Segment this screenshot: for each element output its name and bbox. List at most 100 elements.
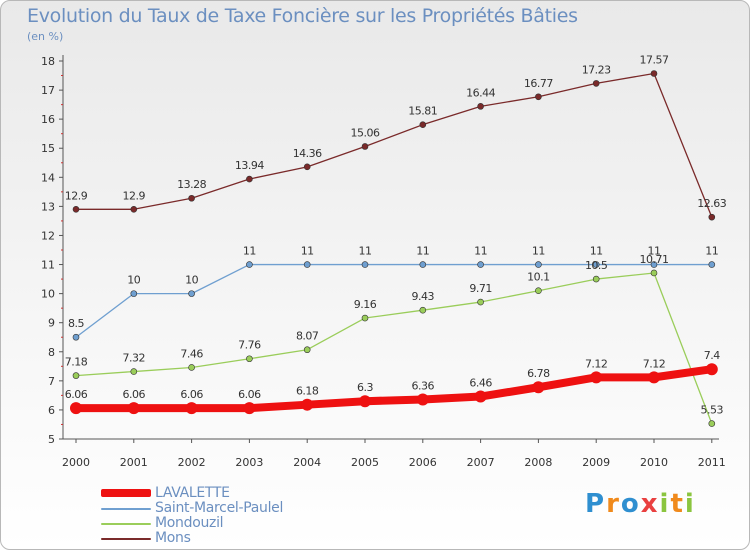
data-point xyxy=(474,390,487,403)
data-label: 6.06 xyxy=(65,388,88,401)
legend-swatch xyxy=(101,523,151,525)
data-label: 8.5 xyxy=(68,317,84,330)
data-label: 13.28 xyxy=(177,178,206,191)
data-point xyxy=(708,261,716,268)
data-label: 10.1 xyxy=(527,271,550,284)
data-point xyxy=(592,80,600,87)
data-point xyxy=(303,346,311,354)
y-tick-label: 16 xyxy=(41,113,55,126)
data-point xyxy=(590,371,603,384)
data-label: 12.9 xyxy=(65,189,88,202)
legend-label: Mondouzil xyxy=(155,515,224,531)
data-point xyxy=(535,93,542,101)
data-label: 6.18 xyxy=(296,385,319,398)
data-label: 6.3 xyxy=(357,381,373,394)
series-line-saint-marcel-paulel xyxy=(75,263,713,338)
data-point xyxy=(188,290,195,297)
data-point xyxy=(650,261,658,268)
data-label: 11 xyxy=(532,245,545,258)
y-tick-label: 11 xyxy=(41,259,55,272)
data-point xyxy=(70,402,82,415)
y-tick-label: 17 xyxy=(41,84,55,97)
data-label: 8.07 xyxy=(296,330,319,343)
y-tick-label: 15 xyxy=(41,142,55,155)
data-point xyxy=(419,306,427,314)
data-point xyxy=(188,194,195,202)
x-tick-label: 2002 xyxy=(178,456,206,469)
data-label: 17.23 xyxy=(582,63,611,76)
data-point xyxy=(592,275,600,283)
x-tick-label: 2001 xyxy=(120,456,148,469)
y-tick-label: 14 xyxy=(41,171,55,184)
data-label: 11 xyxy=(648,245,661,258)
y-tick-label: 6 xyxy=(48,404,55,417)
data-label: 9.16 xyxy=(354,298,377,311)
chart-title: Evolution du Taux de Taxe Foncière sur l… xyxy=(27,5,578,27)
data-point xyxy=(185,402,198,415)
data-point xyxy=(419,121,427,128)
series-line-lavalette xyxy=(72,365,716,413)
data-label: 11 xyxy=(359,245,372,258)
data-label: 6.06 xyxy=(123,388,146,401)
data-label: 7.12 xyxy=(585,357,608,370)
legend-label: LAVALETTE xyxy=(155,485,230,501)
data-label: 17.57 xyxy=(640,54,669,67)
data-label: 6.06 xyxy=(180,388,203,401)
series-line-mons xyxy=(75,72,713,218)
data-point xyxy=(648,371,660,384)
data-label: 7.32 xyxy=(123,352,146,365)
y-tick-label: 10 xyxy=(41,288,55,301)
data-label: 14.36 xyxy=(293,147,322,160)
data-point xyxy=(303,261,311,268)
data-point xyxy=(535,287,542,295)
data-label: 11 xyxy=(590,245,603,258)
data-label: 16.77 xyxy=(524,77,553,90)
data-label: 6.36 xyxy=(412,379,435,392)
data-label: 9.71 xyxy=(469,282,492,295)
data-label: 7.46 xyxy=(180,347,203,360)
data-point xyxy=(359,395,371,408)
data-label: 12.63 xyxy=(697,197,726,210)
data-point xyxy=(246,175,253,183)
data-label: 7.18 xyxy=(65,356,88,369)
data-point xyxy=(246,355,253,363)
data-point xyxy=(708,420,716,427)
y-tick-label: 13 xyxy=(41,200,55,213)
unit-label: (en %) xyxy=(27,30,64,43)
data-label: 16.44 xyxy=(466,86,495,99)
legend-swatch xyxy=(101,489,151,497)
data-label: 10.5 xyxy=(585,259,608,272)
data-point xyxy=(72,205,80,213)
y-tick-label: 18 xyxy=(41,55,55,68)
data-point xyxy=(650,70,658,77)
y-tick-label: 5 xyxy=(48,433,55,446)
y-tick-label: 9 xyxy=(48,317,55,330)
data-point xyxy=(130,205,138,213)
data-label: 11 xyxy=(705,245,718,258)
x-tick-label: 2000 xyxy=(62,456,90,469)
legend-swatch xyxy=(101,508,151,510)
data-point xyxy=(72,372,80,379)
data-point xyxy=(361,314,369,322)
data-point xyxy=(477,261,484,268)
data-point xyxy=(650,269,658,277)
x-tick-label: 2010 xyxy=(640,456,668,469)
data-label: 11 xyxy=(301,245,314,258)
data-point xyxy=(130,368,138,375)
data-point xyxy=(127,402,140,415)
data-point xyxy=(188,364,195,371)
x-tick-label: 2009 xyxy=(582,456,610,469)
data-label: 7.4 xyxy=(704,349,720,362)
data-label: 10 xyxy=(127,274,140,287)
data-point xyxy=(705,363,718,376)
data-label: 13.94 xyxy=(235,159,264,172)
data-label: 11 xyxy=(243,245,256,258)
y-tick-label: 7 xyxy=(48,375,55,388)
x-tick-label: 2004 xyxy=(293,456,321,469)
legend: LAVALETTE Saint-Marcel-Paulel Mondouzil Mon… xyxy=(101,485,361,546)
legend-item: LAVALETTE xyxy=(101,485,361,501)
data-label: 11 xyxy=(474,245,487,258)
y-tick-label: 12 xyxy=(41,229,55,242)
x-tick-label: 2008 xyxy=(524,456,552,469)
